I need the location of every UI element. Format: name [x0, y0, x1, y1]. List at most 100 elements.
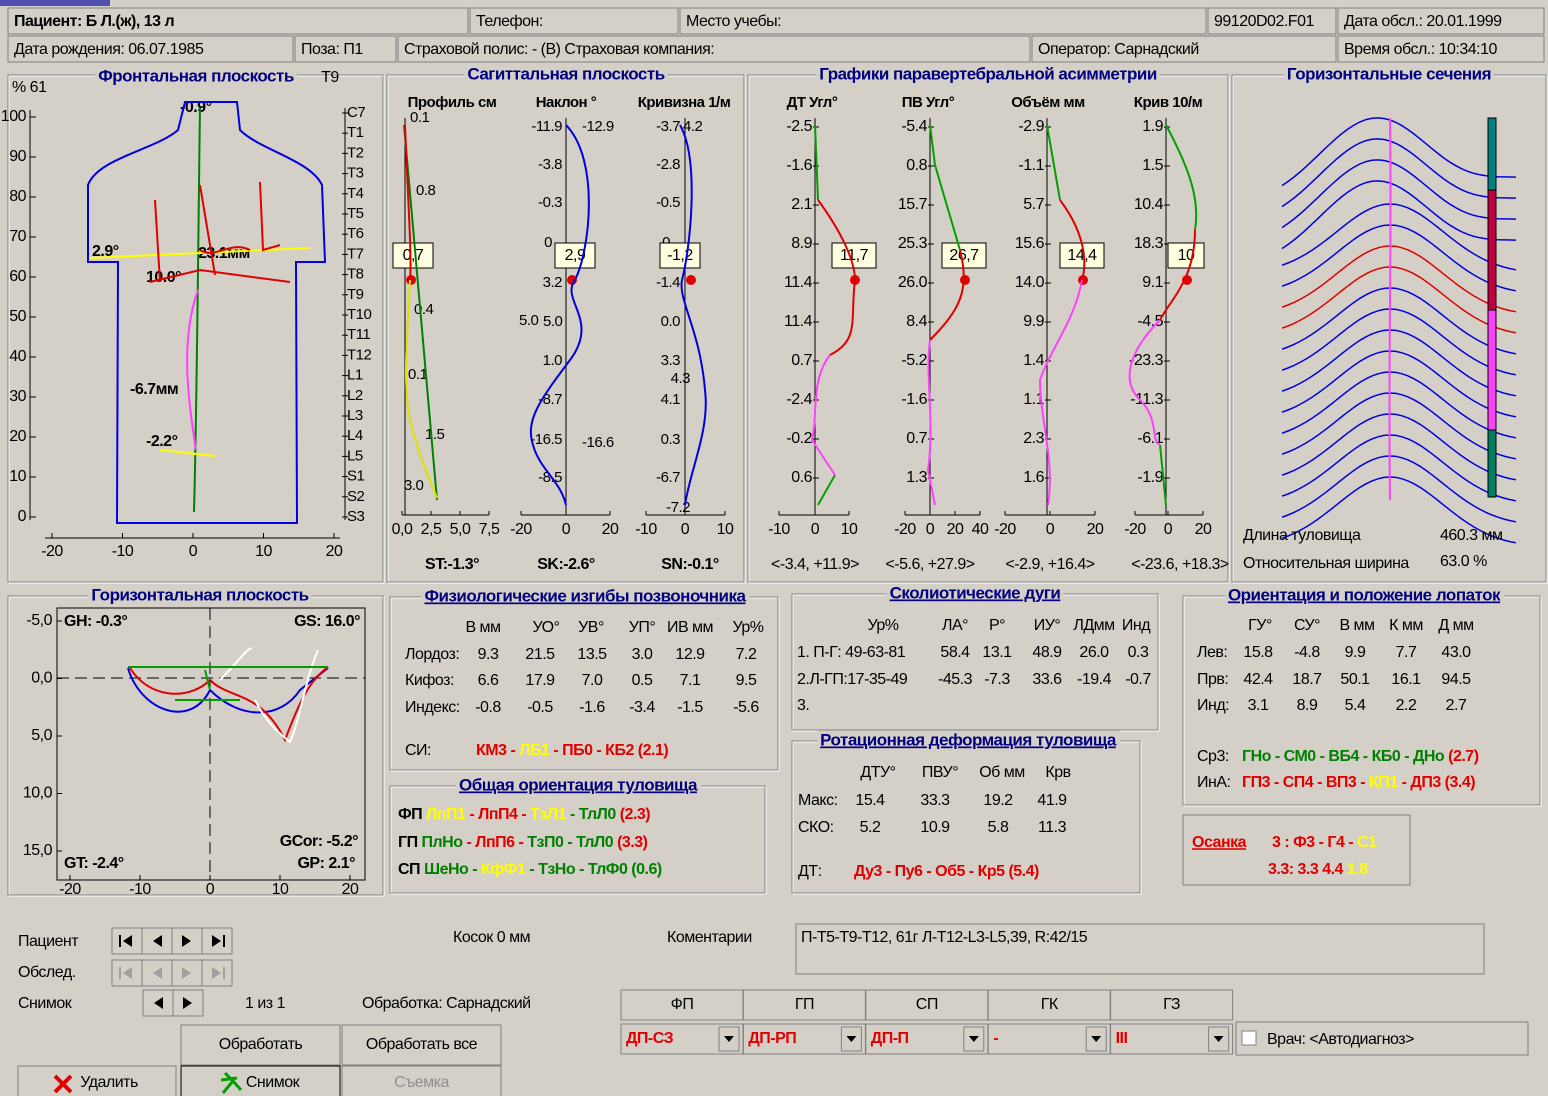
cell: 7.1: [680, 672, 701, 689]
x-tick-label: 20: [342, 881, 359, 898]
tick-label: 0.1: [410, 109, 430, 126]
panel-title: Фронтальная плоскость: [98, 66, 294, 85]
vertebra-label: T11: [347, 326, 370, 343]
orientation-row: СП ШеНо - КфФ1 - ТзНо - ТлФ0 (0.6): [398, 861, 662, 878]
column-header: Крив 10/м: [1134, 94, 1203, 111]
cell: 8.9: [1297, 697, 1318, 714]
corner-decoration: [0, 0, 110, 6]
tick-label: 11.4: [784, 313, 813, 330]
cell: 19.2: [983, 792, 1013, 809]
x-tick-label: 10: [841, 521, 858, 538]
cell: -19.4: [1077, 671, 1112, 688]
cell: 21.5: [525, 646, 555, 663]
diag-header-label: ГП: [795, 996, 814, 1013]
cell: 17.9: [525, 672, 555, 689]
column-header: ИУ°: [1034, 617, 1061, 634]
tick-label: 4.1: [661, 391, 681, 408]
tick-label: 1.4: [1023, 352, 1044, 369]
tick-label: -1.4: [656, 274, 680, 291]
row-label: Лордоз:: [405, 646, 459, 663]
info-label: Длина туловища: [1243, 527, 1361, 544]
tick-label: 3.3: [661, 352, 681, 369]
tick-label: -0.2: [786, 430, 812, 447]
x-tick-label: -20: [894, 521, 916, 538]
x-tick-label: -20: [59, 881, 81, 898]
tick-label: 0.3: [661, 431, 681, 448]
segment: - ДП3 (3.4): [1398, 774, 1476, 791]
tick-label: 3.0: [404, 477, 424, 494]
cell: -7.3: [984, 671, 1010, 688]
tick-label: 4.3: [671, 370, 691, 387]
tick-label: 1.5: [425, 426, 445, 443]
cell: 12.9: [675, 646, 705, 663]
tick-label: 5.7: [1023, 196, 1044, 213]
column-header: УО°: [533, 619, 560, 636]
x-tick-label: 10: [255, 543, 272, 560]
processing-label: Обработка: Сарнадский: [362, 995, 531, 1012]
column-header: УВ°: [578, 619, 604, 636]
segment: (2.3): [616, 806, 651, 823]
diag-header-label: ГЗ: [1163, 996, 1180, 1013]
corner-label: GCor: -5.2°: [280, 833, 358, 850]
segment: ТзЛ1: [530, 806, 566, 823]
column-header: Наклон °: [536, 94, 597, 111]
column-header: СУ°: [1294, 617, 1320, 634]
tick-label: -3.8: [538, 156, 562, 173]
y-tick-label: -5,0: [26, 612, 52, 629]
cell: 41.9: [1037, 792, 1067, 809]
tick-label: -2.8: [656, 156, 680, 173]
x-tick-label: 20: [947, 521, 964, 538]
tick-label: 8.4: [906, 313, 927, 330]
cell: -1.5: [677, 699, 703, 716]
cell: 3.: [797, 697, 809, 714]
header-text: Страховой полис: - (В) Страховая компани…: [404, 41, 714, 58]
tick-label: 14.0: [1015, 274, 1045, 291]
tick-label: -16.6: [582, 434, 614, 451]
segment: ЛпП1: [426, 806, 466, 823]
tick-label: -0.5: [656, 194, 680, 211]
x-tick-label: 0: [206, 881, 215, 898]
segment: КМ3 -: [476, 742, 519, 759]
y-tick-label: 80: [9, 188, 26, 205]
tick-label: 10.4: [1134, 196, 1164, 213]
cell: -3.4: [629, 699, 655, 716]
cell: 7.2: [736, 646, 757, 663]
vertebra-label: T1: [347, 124, 364, 141]
header-text: Дата рождения: 06.07.1985: [14, 41, 204, 58]
segment: 3.3: 3.3 4.4: [1268, 861, 1344, 878]
tick-label: -16.5: [530, 431, 562, 448]
checkbox[interactable]: [1242, 1031, 1256, 1045]
summary: SN:-0.1°: [661, 556, 719, 573]
cell: 50.1: [1340, 671, 1370, 688]
cell: 2.2: [1396, 697, 1417, 714]
column-header: ДТ Угл°: [787, 94, 838, 111]
segment: ШеНо -: [424, 861, 481, 878]
row-label: Индекс:: [405, 699, 460, 716]
tick-label: 0.7: [906, 430, 927, 447]
annotation: -6.7мм: [130, 381, 178, 398]
level-label: T9: [321, 69, 339, 86]
cell: 94.5: [1441, 671, 1471, 688]
summary: SK:-2.6°: [537, 556, 595, 573]
cell: 5.2: [860, 819, 881, 836]
row-label: Лев:: [1197, 644, 1227, 661]
summary-text: ГП3 - СП4 - ВП3 - КП1 - ДП3 (3.4): [1242, 774, 1475, 791]
segment: - ЛпП4 -: [465, 806, 530, 823]
column-header: Инд: [1122, 617, 1151, 634]
button-label: Обработать: [219, 1036, 303, 1053]
nav-icon: [223, 935, 225, 947]
corner-label: GT: -2.4°: [64, 855, 124, 872]
range-label: <-3.4, +11.9>: [771, 556, 859, 573]
cell: 0.3: [1128, 644, 1149, 661]
value-box-text: 26,7: [949, 247, 979, 264]
vertebra-label: T8: [347, 266, 364, 283]
column-header: Ур%: [867, 617, 898, 634]
y-tick-label: 60: [9, 268, 26, 285]
x-tick-label: 10: [717, 521, 734, 538]
panel-title: Графики паравертебральной асимметрии: [819, 64, 1157, 83]
segment: ТзП0 - ТлЛ0: [527, 834, 614, 851]
tick-label: -6.7: [656, 469, 680, 486]
diag-value: -: [993, 1030, 998, 1047]
segment: - ЛпП6 -: [463, 834, 528, 851]
vertebra-label: L5: [347, 447, 363, 464]
